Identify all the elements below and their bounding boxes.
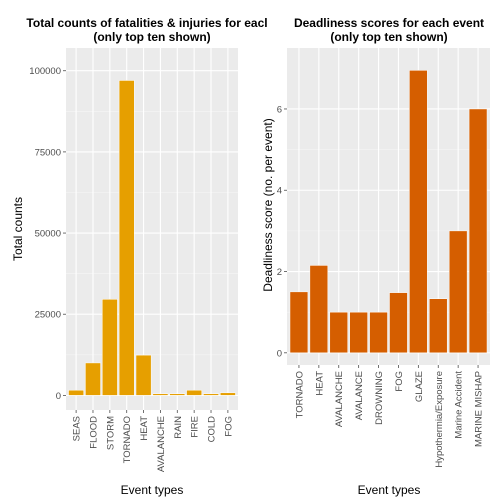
right-x-tick-label: HEAT: [314, 371, 325, 396]
left-y-tick-label: 25000: [35, 310, 61, 321]
left-x-tick-label: COLD: [207, 416, 218, 443]
left-y-tick-label: 75000: [35, 147, 61, 158]
right-x-tick-label: FOG: [394, 371, 405, 392]
right-x-tick-label: TORNADO: [294, 371, 305, 418]
right-bar: [468, 108, 488, 354]
right-x-tick-label: DROWNING: [374, 371, 385, 425]
right-bar: [329, 311, 348, 354]
chart-left: Total counts of fatalities & injuries fo…: [11, 16, 268, 497]
chart-left-y-axis-title: Total counts: [11, 197, 25, 261]
right-x-tick-label: AVALANCHE: [334, 371, 345, 427]
right-bar: [389, 292, 408, 354]
left-bar: [152, 393, 169, 396]
right-bar: [349, 311, 368, 354]
left-x-tick-label: TORNADO: [122, 416, 133, 463]
chart-right-title: Deadliness scores for each event: [294, 16, 484, 30]
chart-left-bars: [68, 80, 236, 396]
left-x-tick-label: AVALANCHE: [156, 416, 167, 472]
chart-left-plot-background: [66, 48, 238, 410]
left-x-tick-label: HEAT: [139, 416, 150, 441]
chart-right-x-axis-title: Event types: [358, 483, 421, 497]
left-bar: [68, 389, 84, 396]
chart-left-x-axis-title: Event types: [121, 483, 184, 497]
left-bar: [203, 393, 219, 396]
chart-right-y-ticks: 0 2 4 6: [277, 104, 287, 359]
right-bar: [369, 311, 388, 354]
left-bar: [102, 299, 118, 396]
chart-right-bars: [289, 70, 488, 354]
left-bar: [135, 354, 152, 396]
left-x-tick-label: STORM: [105, 416, 116, 450]
left-x-tick-label: FLOOD: [88, 416, 99, 449]
left-bar: [118, 80, 135, 396]
right-x-tick-label: Hypothermia/Exposure: [434, 371, 445, 468]
right-y-tick-label: 2: [277, 267, 282, 278]
chart-right-subtitle: (only top ten shown): [330, 30, 447, 44]
chart-right-y-axis-title: Deadliness score (no. per event): [261, 118, 275, 291]
right-x-tick-label: AVALANCE: [354, 371, 365, 420]
left-y-tick-label: 0: [56, 391, 61, 402]
chart-right-x-ticks: TORNADO HEAT AVALANCHE AVALANCE DROWNING FOG G…: [294, 365, 485, 468]
left-y-tick-label: 100000: [29, 66, 61, 77]
right-x-tick-label: Marine Accident: [454, 371, 465, 439]
right-bar: [309, 265, 329, 354]
right-x-tick-label: GLAZE: [414, 371, 425, 402]
left-bar: [85, 362, 101, 396]
right-bar: [429, 298, 448, 354]
left-x-tick-label: FIRE: [190, 416, 201, 438]
left-bar: [186, 389, 202, 396]
left-bar: [220, 392, 236, 396]
chart-left-subtitle: (only top ten shown): [93, 30, 210, 44]
chart-left-x-ticks: SEAS FLOOD STORM TORNADO HEAT AVALANCHE RAIN FI…: [72, 410, 234, 472]
left-bar: [169, 393, 186, 396]
left-x-tick-label: SEAS: [72, 416, 83, 441]
left-x-tick-label: FOG: [223, 416, 234, 437]
right-y-tick-label: 6: [277, 104, 282, 115]
right-bar: [289, 291, 309, 354]
left-y-tick-label: 50000: [35, 229, 61, 240]
right-y-tick-label: 4: [277, 186, 282, 197]
left-x-tick-label: RAIN: [173, 416, 184, 439]
right-x-tick-label: MARINE MISHAP: [474, 371, 485, 447]
chart-right: Deadliness scores for each event (only t…: [261, 16, 490, 497]
chart-left-title: Total counts of fatalities & injuries fo…: [26, 16, 267, 30]
right-y-tick-label: 0: [277, 348, 282, 359]
right-bar: [448, 230, 468, 354]
chart-left-y-ticks: 0 25000 50000 75000 100000: [29, 66, 66, 402]
right-bar: [409, 70, 428, 354]
